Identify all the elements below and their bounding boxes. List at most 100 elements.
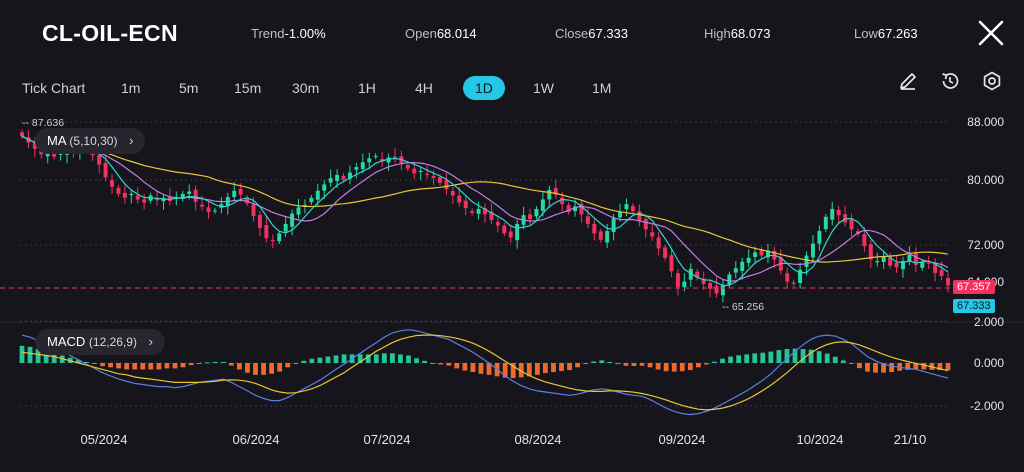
macd-histogram-bar xyxy=(132,363,138,370)
candle-body xyxy=(643,218,648,230)
candle-body xyxy=(116,187,121,194)
macd-histogram-bar xyxy=(655,363,661,370)
y-tick-label: 88.000 xyxy=(967,115,1004,129)
macd-histogram-bar xyxy=(575,363,580,368)
candle-body xyxy=(598,231,603,240)
ma-indicator-pill[interactable]: MA (5,10,30) › xyxy=(35,128,146,154)
macd-histogram-bar xyxy=(840,360,846,363)
macd-histogram-bar xyxy=(881,363,886,373)
candle-body xyxy=(405,164,410,169)
candle-body xyxy=(110,180,115,187)
candle-body xyxy=(708,283,713,289)
signal-line xyxy=(21,334,949,411)
timeframe-1m[interactable]: 1m xyxy=(121,80,141,96)
x-tick-label: 05/2024 xyxy=(81,432,128,447)
macd-histogram-bar xyxy=(857,363,862,369)
timeframe-tick-chart[interactable]: Tick Chart xyxy=(22,80,86,96)
macd-histogram-bar xyxy=(671,363,677,372)
candle-body xyxy=(354,167,359,170)
macd-histogram-bar xyxy=(623,363,629,366)
candle-body xyxy=(675,273,680,288)
candle-body xyxy=(463,200,468,209)
candle-body xyxy=(206,207,211,213)
macd-histogram-bar xyxy=(937,363,943,371)
candle-body xyxy=(302,204,307,207)
timeframe-5m[interactable]: 5m xyxy=(179,80,199,96)
macd-histogram-bar xyxy=(277,363,283,372)
macd-histogram-bar xyxy=(848,363,854,364)
ma30-line xyxy=(21,135,949,263)
timeframe-1h[interactable]: 1H xyxy=(358,80,376,96)
candle-body xyxy=(881,256,886,262)
macd-histogram-bar xyxy=(865,363,870,372)
timeframe-4h[interactable]: 4H xyxy=(415,80,433,96)
candle-body xyxy=(695,271,700,278)
candle-body xyxy=(939,270,944,277)
chart-area[interactable]: -- 87.636 -- 65.256 88.000 80.000 72.000… xyxy=(0,108,1024,472)
timeframe-bar: Tick Chart 1m 5m 15m 30m 1H 4H 1D 1W 1M xyxy=(0,74,860,104)
macd-histogram-bar xyxy=(583,363,589,365)
candle-body xyxy=(733,268,738,273)
macd-histogram-bar xyxy=(679,363,685,372)
chevron-right-icon: › xyxy=(129,133,134,148)
timeframe-30m[interactable]: 30m xyxy=(292,80,320,96)
macd-histogram-bar xyxy=(832,356,838,363)
macd-y-tick-label: 2.000 xyxy=(974,315,1004,329)
candle-body xyxy=(508,231,513,238)
macd-histogram-bar xyxy=(75,359,81,363)
settings-icon[interactable] xyxy=(981,70,1003,92)
candle-body xyxy=(341,175,346,180)
macd-histogram-bar xyxy=(261,363,266,375)
macd-line xyxy=(21,329,949,416)
history-icon[interactable] xyxy=(939,70,961,92)
candle-body xyxy=(245,197,250,204)
chevron-right-icon: › xyxy=(148,334,153,349)
candle-body xyxy=(431,175,436,179)
macd-indicator-pill[interactable]: MACD (12,26,9) › xyxy=(35,329,165,355)
macd-histogram-bar xyxy=(518,363,524,378)
candle-body xyxy=(798,269,803,284)
candle-body xyxy=(836,209,841,216)
macd-histogram-bar xyxy=(156,363,162,370)
pencil-icon[interactable] xyxy=(897,70,919,92)
candle-body xyxy=(682,281,687,288)
timeframe-1w[interactable]: 1W xyxy=(533,80,554,96)
candle-body xyxy=(309,197,314,203)
candle-body xyxy=(926,262,931,264)
candle-body xyxy=(476,208,481,214)
close-x-icon[interactable] xyxy=(976,18,1006,48)
candle-body xyxy=(817,231,822,244)
macd-histogram-bar xyxy=(462,363,468,371)
candle-body xyxy=(180,193,185,199)
indicator-lines xyxy=(21,135,949,416)
y-tick-label: 72.000 xyxy=(967,238,1004,252)
candle-body xyxy=(264,225,269,239)
macd-histogram-bar xyxy=(92,363,97,365)
macd-histogram-bar xyxy=(736,355,742,363)
candle-body xyxy=(534,208,539,217)
candle-body xyxy=(753,252,758,257)
low-stat: Low67.263 xyxy=(854,26,918,41)
timeframe-1d[interactable]: 1D xyxy=(463,76,505,100)
candle-body xyxy=(322,184,327,191)
candle-body xyxy=(566,205,571,213)
candle-body xyxy=(759,249,764,256)
candle-body xyxy=(135,195,140,200)
candle-body xyxy=(392,156,397,160)
candle-body xyxy=(630,206,635,212)
candle-body xyxy=(450,191,455,196)
timeframe-1mo[interactable]: 1M xyxy=(592,80,612,96)
timeframe-15m[interactable]: 15m xyxy=(234,80,262,96)
candle-body xyxy=(746,257,751,263)
candle-body xyxy=(155,198,160,201)
close-price-badge: 67.333 xyxy=(953,299,995,313)
macd-histogram-bar xyxy=(607,361,613,363)
candle-body xyxy=(669,255,674,272)
macd-histogram-bar xyxy=(704,363,709,365)
candle-body xyxy=(888,255,893,266)
min-price-marker: -- 65.256 xyxy=(722,301,764,313)
last-price-badge: 67.357 xyxy=(953,280,995,294)
macd-histogram-bar xyxy=(502,363,508,378)
macd-histogram-bar xyxy=(406,355,411,363)
macd-histogram-bar xyxy=(293,363,299,364)
